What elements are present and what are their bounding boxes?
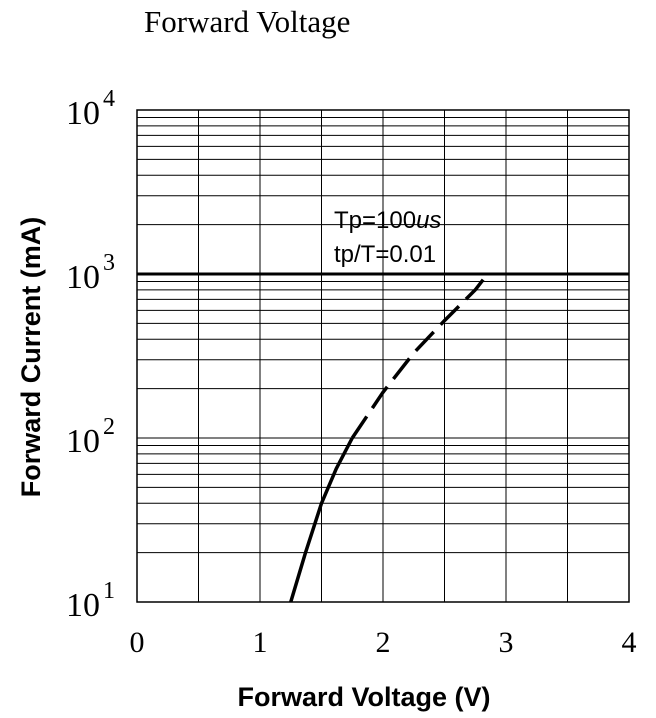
annotation-tp: Tp=100us bbox=[334, 207, 441, 234]
y-axis-label: Forward Current (mA) bbox=[16, 217, 46, 498]
x-tick-label: 1 bbox=[253, 626, 268, 659]
x-tick-labels: 0 1 2 3 4 bbox=[130, 626, 637, 659]
plot-border bbox=[136, 109, 630, 603]
y-tick-label: 10 bbox=[66, 95, 100, 132]
y-tick-exponent: 3 bbox=[103, 250, 115, 276]
y-tick-exponent: 4 bbox=[103, 86, 115, 112]
plot-frame bbox=[136, 109, 630, 603]
x-tick-label: 3 bbox=[499, 626, 514, 659]
annotation-duty: tp/T=0.01 bbox=[334, 241, 436, 268]
y-tick-exponent: 1 bbox=[103, 578, 115, 604]
x-axis-label: Forward Voltage (V) bbox=[237, 682, 490, 712]
y-tick-label: 10 bbox=[66, 259, 100, 296]
grid bbox=[137, 110, 629, 602]
y-tick-exponent: 2 bbox=[103, 414, 115, 440]
series-line-dashed bbox=[350, 272, 489, 439]
chart-title: Forward Voltage bbox=[144, 4, 351, 39]
y-tick-label: 10 bbox=[66, 423, 100, 460]
x-tick-label: 4 bbox=[622, 626, 637, 659]
series-layer bbox=[289, 272, 489, 603]
x-tick-label: 0 bbox=[130, 626, 145, 659]
y-tick-label: 10 bbox=[66, 587, 100, 624]
x-tick-label: 2 bbox=[376, 626, 391, 659]
